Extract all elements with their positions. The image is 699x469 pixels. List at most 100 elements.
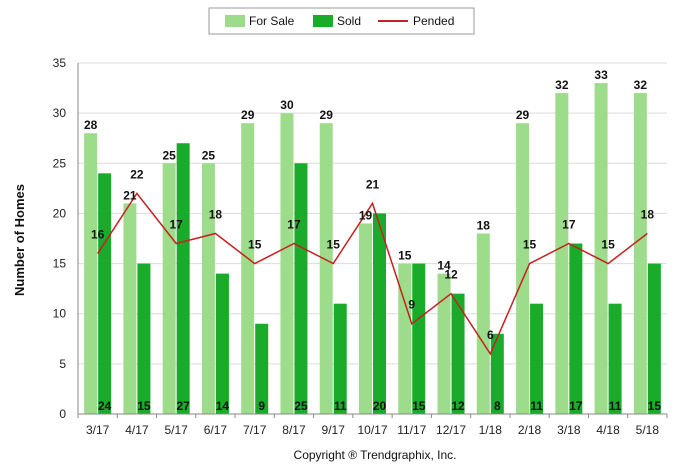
data-label-pended: 18 [641,207,655,221]
line-layer [97,192,648,356]
data-label-pended: 6 [487,328,494,342]
x-tick-label: 5/18 [636,423,660,437]
data-label-pended: 15 [248,238,262,252]
data-label-sold: 17 [569,399,583,413]
y-tick-label: 25 [53,156,67,170]
data-label-for-sale: 32 [634,78,648,92]
bar-sold [569,243,583,414]
data-label-pended: 17 [562,218,576,232]
data-label-sold: 20 [373,399,387,413]
x-tick-label: 9/17 [322,423,346,437]
bar-sold [373,213,386,414]
y-tick-label: 30 [53,106,67,120]
bar-for-sale [359,223,372,414]
x-tick-label: 3/18 [557,423,581,437]
bar-sold [176,143,190,414]
data-label-for-sale: 29 [241,108,255,122]
bar-for-sale [516,123,530,415]
x-tick-label: 4/17 [125,423,149,437]
data-label-sold: 11 [609,399,622,413]
bar-for-sale [162,163,176,414]
data-label-for-sale: 29 [320,108,334,122]
data-label-for-sale: 18 [477,218,491,232]
bar-for-sale [437,273,451,414]
x-tick-label: 12/17 [436,423,466,437]
bar-for-sale [280,113,294,415]
data-label-for-sale: 33 [594,68,608,82]
bar-sold [412,263,426,414]
bar-for-sale [84,133,98,414]
data-label-pended: 15 [601,238,615,252]
axis-layer: 0 5 10 15 20 25 30 35 3/17 4/17 5/17 6/17 7/17 8/17 9/… [53,56,668,437]
data-label-sold: 12 [451,399,465,413]
data-label-pended: 15 [523,238,537,252]
y-tick-label: 35 [53,56,67,70]
bar-sold [255,323,269,414]
data-label-pended: 17 [287,218,301,232]
data-label-for-sale: 28 [84,118,98,132]
bar-for-sale [319,123,333,415]
data-label-for-sale: 30 [280,98,294,112]
bar-sold [451,293,465,414]
legend-swatch-sold [313,15,333,27]
legend-label-for-sale: For Sale [249,14,295,28]
data-label-for-sale: 25 [162,148,176,162]
data-label-pended: 16 [91,228,105,242]
data-label-pended: 21 [366,177,380,191]
bar-sold [647,263,661,414]
label-layer: 2824211525272514299302529111920151514121… [84,68,661,413]
y-tick-label: 5 [59,357,66,371]
x-tick-label: 10/17 [357,423,387,437]
data-label-sold: 11 [530,399,543,413]
data-label-for-sale: 25 [202,148,216,162]
data-label-sold: 24 [98,399,112,413]
data-label-sold: 15 [412,399,426,413]
y-tick-label: 20 [53,206,67,220]
data-label-pended: 12 [444,268,458,282]
series-line-pended [97,192,648,356]
x-tick-label: 7/17 [243,423,267,437]
bar-sold [294,163,308,414]
data-label-for-sale: 15 [398,249,412,263]
bar-sold [333,303,347,414]
x-tick-label: 5/17 [164,423,188,437]
y-axis-title: Number of Homes [12,184,27,296]
legend-swatch-for-sale [225,15,245,27]
data-label-pended: 22 [130,167,144,181]
bar-sold [98,173,112,414]
bar-for-sale [594,83,608,415]
legend-label-pended: Pended [413,14,454,28]
data-label-sold: 8 [494,399,501,413]
bar-sold [530,303,544,414]
data-label-sold: 11 [334,399,347,413]
y-tick-label: 15 [53,257,67,271]
data-label-for-sale: 29 [516,108,530,122]
bar-for-sale [241,123,255,415]
data-label-sold: 25 [294,399,308,413]
grid-layer [78,62,667,365]
y-tick-label: 0 [59,407,66,421]
data-label-pended: 18 [209,207,223,221]
bar-sold [215,273,229,414]
bar-for-sale [476,233,490,414]
x-tick-label: 8/17 [282,423,306,437]
y-tick-label: 10 [53,307,67,321]
copyright-text: Copyright ® Trendgraphix, Inc. [294,448,457,462]
x-tick-label: 6/17 [204,423,228,437]
data-label-for-sale: 21 [123,188,137,202]
bar-for-sale [201,163,215,414]
x-tick-label: 11/17 [397,423,426,437]
legend-box [208,7,475,35]
legend-label-sold: Sold [337,14,361,28]
bar-sold [608,303,622,414]
data-label-for-sale: 14 [437,259,451,273]
data-label-sold: 27 [176,399,190,413]
x-tick-label: 3/17 [86,423,110,437]
x-tick-label: 2/18 [518,423,542,437]
data-label-pended: 17 [169,218,183,232]
x-tick-label: 1/18 [479,423,503,437]
bar-layer [84,83,661,415]
bar-for-sale [555,93,569,414]
